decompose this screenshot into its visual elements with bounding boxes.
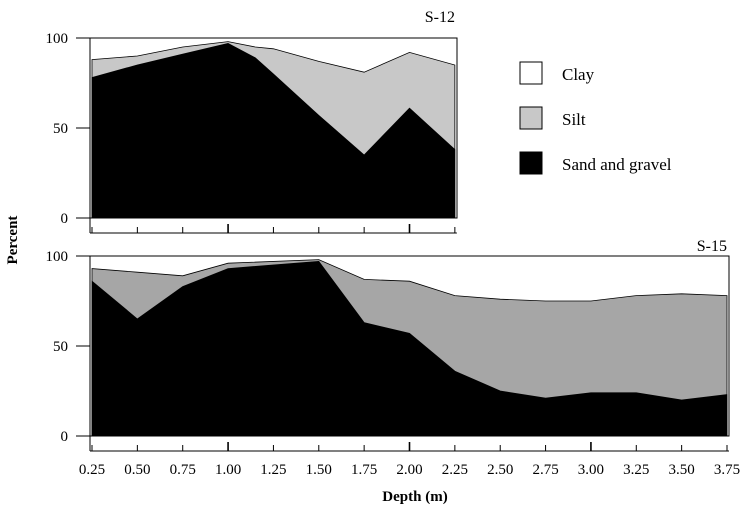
- x-tick-label: 3.25: [623, 462, 649, 478]
- x-tick-label: 3.75: [714, 462, 740, 478]
- legend-swatch: [519, 151, 543, 175]
- panel-s12: 0 50 100 S-12: [46, 9, 458, 234]
- x-tick-label: 0.75: [170, 462, 196, 478]
- series-area-sand-and-gravel: [91, 42, 456, 219]
- x-tick-label: 1.75: [351, 462, 377, 478]
- y-tick-label: 50: [53, 121, 68, 137]
- legend-label: Silt: [562, 110, 586, 129]
- x-tick-label: 1.50: [306, 462, 332, 478]
- legend-label: Sand and gravel: [562, 155, 672, 174]
- x-tick-label: 0.50: [124, 462, 150, 478]
- y-tick-label: 100: [46, 249, 69, 265]
- x-tick-label: 2.25: [442, 462, 468, 478]
- y-tick-label: 0: [61, 211, 69, 227]
- y-tick-label: 0: [61, 429, 69, 445]
- panel-label: S-15: [697, 238, 727, 255]
- y-tick-label: 50: [53, 339, 68, 355]
- x-tick-label: 2.00: [396, 462, 422, 478]
- panel-label: S-12: [425, 9, 455, 26]
- panel-s15: 0 50 100 S-15: [46, 238, 730, 452]
- x-tick-label: 3.00: [578, 462, 604, 478]
- legend-swatch: [519, 61, 543, 85]
- legend: Clay Silt Sand and gravel: [519, 61, 672, 175]
- x-tick-label: 2.50: [487, 462, 513, 478]
- y-axis-title: Percent: [5, 216, 21, 265]
- x-tick-label: 0.25: [79, 462, 105, 478]
- x-tick-label: 1.25: [260, 462, 286, 478]
- legend-label: Clay: [562, 65, 595, 84]
- x-tick-label: 1.00: [215, 462, 241, 478]
- y-tick-label: 100: [46, 31, 69, 47]
- x-axis: 0.25 0.50 0.75 1.00 1.25 1.50 1.75 2.00 2.25 2.50…: [79, 462, 740, 478]
- x-tick-label: 2.75: [532, 462, 558, 478]
- x-axis-title: Depth (m): [382, 489, 447, 505]
- series-area-sand-and-gravel: [91, 260, 728, 437]
- x-tick-label: 3.50: [669, 462, 695, 478]
- legend-swatch: [519, 106, 543, 130]
